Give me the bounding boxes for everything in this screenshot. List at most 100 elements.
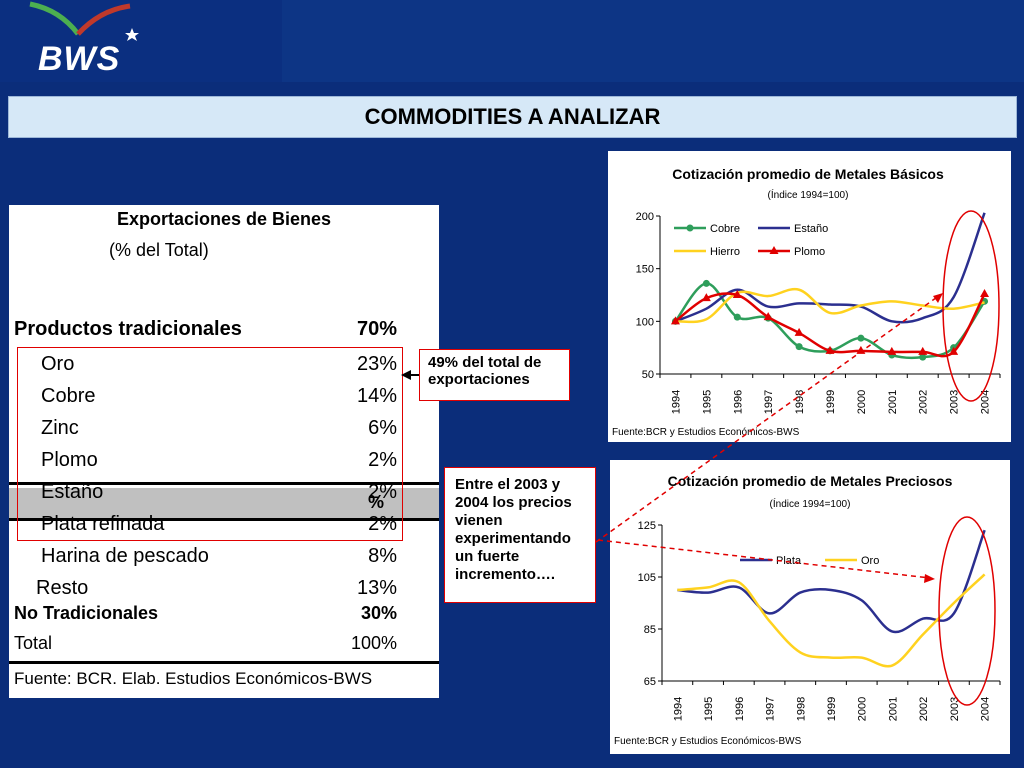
table-row: Total 100% [9, 633, 439, 665]
table-row-value: 13% [356, 577, 397, 599]
y-tick-label: 50 [642, 369, 654, 381]
table-row: Estaño 2% [9, 481, 439, 513]
header-bar: BWS [0, 0, 1024, 82]
x-tick-label: 2004 [980, 390, 992, 414]
table-title: Exportaciones de Bienes [116, 209, 332, 229]
table-row-value: 2% [368, 481, 397, 503]
x-tick-label: 2003 [949, 390, 961, 414]
series-line-oro [677, 573, 986, 668]
x-tick-label: 2001 [887, 697, 899, 721]
table-row: Plata refinada 2% [9, 513, 439, 545]
legend-label: Plata [776, 555, 802, 567]
y-tick-label: 105 [638, 572, 656, 584]
exports-table: Exportaciones de Bienes (% del Total) % … [9, 205, 439, 698]
table-row: No Tradicionales 30% [9, 603, 439, 635]
table-row-value: 70% [356, 318, 397, 340]
table-row-value: 14% [356, 385, 397, 407]
table-row: Zinc 6% [9, 417, 439, 449]
x-tick-label: 2000 [857, 697, 869, 721]
slide-title: COMMODITIES A ANALIZAR [364, 104, 661, 129]
table-row-label: Resto [36, 577, 89, 599]
pct-header-label: % [367, 492, 384, 512]
slide-title-bar: COMMODITIES A ANALIZAR [8, 96, 1017, 138]
table-row-label: Harina de pescado [41, 545, 209, 567]
legend-label: Oro [861, 555, 879, 567]
x-tick-label: 1994 [672, 697, 684, 721]
table-row-value: 100% [350, 633, 397, 653]
chart-source: Fuente:BCR y Estudios Económicos-BWS [612, 427, 800, 438]
data-point [857, 334, 865, 342]
logo-swoosh-icon [29, 1, 139, 41]
x-tick-label: 1995 [703, 697, 715, 721]
x-tick-label: 1997 [765, 697, 777, 721]
table-row-label: Zinc [41, 417, 79, 439]
table-row: Oro 23% [9, 353, 439, 385]
table-row-value: 2% [368, 449, 397, 471]
note-price-increase: Entre el 2003 y 2004 los precios vienen … [444, 467, 596, 603]
highlight-box [17, 347, 403, 541]
data-point [733, 313, 741, 321]
x-tick-label: 2004 [980, 697, 992, 721]
table-subtitle: (% del Total) [109, 240, 209, 260]
table-row-label: Estaño [41, 481, 104, 503]
table-divider [9, 518, 439, 521]
chart-precious-metals: Cotización promedio de Metales Preciosos… [610, 460, 1010, 754]
x-tick-label: 1996 [732, 390, 744, 414]
y-tick-label: 65 [644, 676, 656, 688]
x-tick-label: 1999 [825, 390, 837, 414]
x-tick-label: 1996 [734, 697, 746, 721]
y-tick-label: 125 [638, 520, 656, 532]
chart-precious-metals-svg: Cotización promedio de Metales Preciosos… [614, 473, 1001, 747]
y-tick-label: 85 [644, 624, 656, 636]
table-row: Productos tradicionales 70% [9, 318, 439, 350]
legend-label: Plomo [794, 246, 825, 258]
table-row-label: Total [14, 633, 53, 653]
data-point [795, 343, 803, 351]
table-row-label: Cobre [41, 385, 96, 407]
legend-marker [769, 246, 779, 254]
table-row: Resto 13% [9, 577, 439, 609]
x-tick-label: 2003 [949, 697, 961, 721]
table-row-value: 8% [368, 545, 397, 567]
x-tick-label: 1998 [795, 697, 807, 721]
x-tick-label: 2001 [887, 390, 899, 414]
chart-source: Fuente:BCR y Estudios Económicos-BWS [614, 736, 802, 747]
table-pct-header: % [9, 488, 439, 519]
y-tick-label: 100 [636, 316, 654, 328]
chart-base-metals-svg: Cotización promedio de Metales Básicos (Í… [612, 166, 1001, 438]
table-row-label: Plata refinada [41, 513, 165, 535]
table-row-label: Plomo [41, 449, 98, 471]
data-point [702, 279, 710, 287]
x-tick-label: 1999 [826, 697, 838, 721]
table-divider [9, 482, 439, 485]
legend-marker [686, 224, 694, 232]
y-tick-label: 200 [636, 211, 654, 223]
table-row-label: Oro [41, 353, 75, 375]
data-point [980, 288, 990, 297]
logo-area: BWS [0, 0, 282, 82]
note-exports: 49% del total de exportaciones [419, 349, 570, 401]
x-tick-label: 2000 [856, 390, 868, 414]
table-row-label: Productos tradicionales [14, 318, 242, 340]
x-tick-label: 1995 [701, 390, 713, 414]
table-row-value: 2% [368, 513, 397, 535]
legend-label: Cobre [710, 223, 740, 235]
logo-text: BWS [38, 40, 121, 78]
table-source: Fuente: BCR. Elab. Estudios Económicos-B… [14, 669, 373, 688]
x-tick-label: 2002 [918, 390, 930, 414]
x-tick-label: 2002 [918, 697, 930, 721]
table-divider [9, 661, 439, 664]
chart-title: Cotización promedio de Metales Preciosos [668, 473, 953, 489]
chart-base-metals: Cotización promedio de Metales Básicos (Í… [608, 151, 1011, 442]
chart-subtitle: (Índice 1994=100) [768, 188, 849, 201]
y-tick-label: 150 [636, 264, 654, 276]
legend-label: Estaño [794, 223, 828, 235]
table-row: Harina de pescado 8% [9, 545, 439, 577]
chart-subtitle: (Índice 1994=100) [770, 497, 851, 510]
table-row: Plomo 2% [9, 449, 439, 481]
table-row-value: 6% [368, 417, 397, 439]
x-tick-label: 1994 [670, 390, 682, 414]
chart-title: Cotización promedio de Metales Básicos [672, 166, 944, 182]
x-tick-label: 1998 [794, 390, 806, 414]
table-row-label: No Tradicionales [14, 603, 159, 623]
